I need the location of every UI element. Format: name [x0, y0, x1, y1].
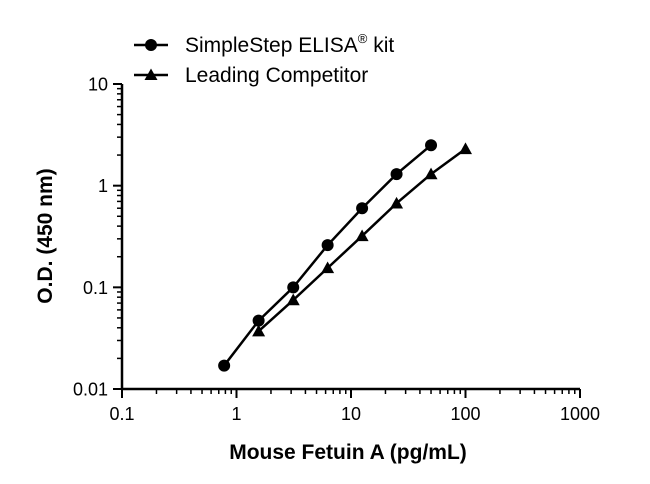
data-point-simplestep-1 — [252, 314, 265, 327]
series-simplestep — [218, 139, 438, 372]
data-point-competitor-2 — [321, 261, 335, 274]
x-tick-label-3: 100 — [450, 404, 480, 424]
legend-label-simplestep-superscript: ® — [358, 31, 368, 46]
data-point-competitor-0 — [252, 324, 266, 337]
x-ticks: 0.1 1 10 100 1000 — [109, 389, 600, 424]
data-point-simplestep-5 — [390, 168, 403, 181]
data-point-competitor-5 — [424, 167, 438, 180]
data-point-competitor-6 — [459, 142, 472, 155]
legend-entry-simplestep: SimpleStep ELISA® kit — [134, 31, 394, 57]
axes — [120, 84, 580, 391]
y-axis-title: O.D. (450 nm) — [34, 168, 57, 303]
series-layer — [218, 139, 472, 372]
x-tick-label-4: 1000 — [560, 404, 600, 424]
y-tick-label-1: 0.1 — [83, 278, 108, 298]
x-tick-label-0: 0.1 — [109, 404, 134, 424]
legend-entry-competitor: Leading Competitor — [134, 64, 368, 87]
legend: SimpleStep ELISA® kit Leading Competitor — [134, 31, 394, 87]
data-point-simplestep-2 — [287, 281, 300, 294]
y-tick-label-3: 10 — [88, 75, 108, 95]
data-point-simplestep-6 — [425, 139, 438, 152]
data-point-competitor-1 — [286, 293, 300, 306]
data-point-simplestep-3 — [321, 239, 334, 252]
legend-label-competitor: Leading Competitor — [185, 64, 368, 87]
data-point-competitor-3 — [355, 229, 369, 242]
x-tick-label-1: 1 — [231, 404, 241, 424]
data-point-competitor-4 — [390, 196, 404, 209]
data-point-simplestep-4 — [356, 202, 369, 215]
x-axis-title: Mouse Fetuin A (pg/mL) — [229, 441, 467, 464]
data-point-simplestep-0 — [218, 359, 231, 372]
x-tick-label-2: 10 — [341, 404, 361, 424]
legend-label-simplestep-name: SimpleStep ELISA — [185, 34, 358, 57]
series-competitor — [252, 142, 472, 337]
y-tick-label-2: 1 — [98, 176, 108, 196]
legend-marker-simplestep — [145, 39, 157, 51]
legend-label-simplestep-suffix: kit — [367, 34, 394, 57]
legend-label-simplestep: SimpleStep ELISA® kit — [185, 31, 394, 57]
y-tick-label-0: 0.01 — [73, 380, 108, 400]
y-ticks: 0.01 0.1 1 10 — [73, 75, 122, 400]
legend-marker-competitor — [144, 68, 158, 80]
